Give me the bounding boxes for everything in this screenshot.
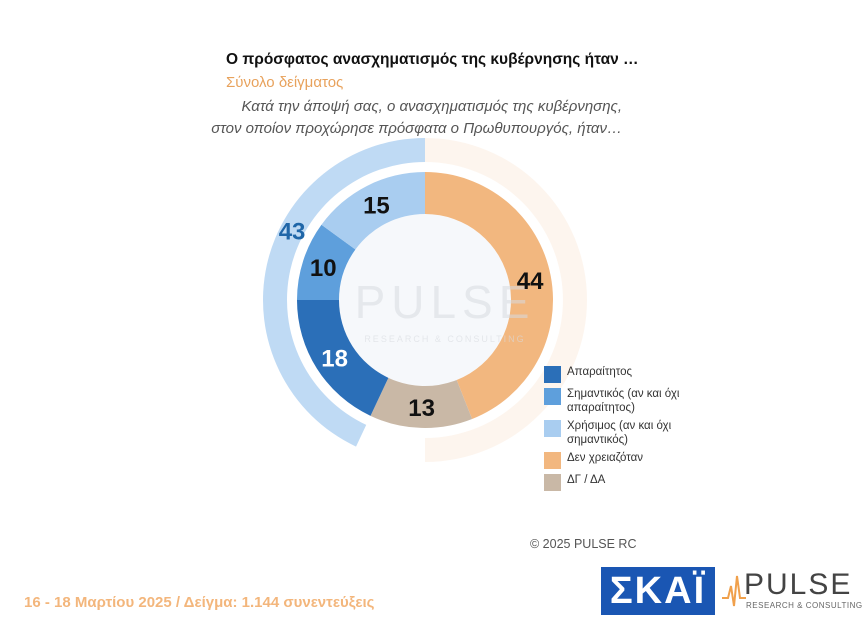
data-label-necessary: 18: [321, 345, 348, 372]
pulse-logo-word: PULSE: [744, 568, 853, 601]
donut-hole: [339, 214, 511, 386]
slice-not-needed: [425, 172, 553, 420]
pulse-wave-icon: [722, 575, 746, 607]
slice-important: [297, 224, 356, 300]
legend-swatch-useful: [544, 420, 561, 437]
chart-subtitle: Σύνολο δείγματος: [226, 74, 344, 91]
legend-item-not-needed: Δεν χρειαζόταν: [544, 451, 687, 469]
slice-necessary: [297, 300, 389, 416]
slice-useful: [321, 172, 425, 250]
data-label-not-needed: 44: [517, 268, 544, 295]
legend-swatch-necessary: [544, 366, 561, 383]
pulse-logo: PULSE RESEARCH & CONSULTING: [722, 568, 862, 614]
legend-label-dk-na: ΔΓ / ΔΑ: [567, 474, 606, 486]
chart-title: Ο πρόσφατος ανασχηματισμός της κυβέρνηση…: [226, 51, 639, 68]
skai-logo: ΣΚΑΪ: [601, 567, 715, 615]
question-line-1: Κατά την άποψή σας, ο ανασχηματισμός της…: [241, 98, 622, 115]
legend-item-necessary: Απαραίτητος: [544, 365, 687, 383]
legend-swatch-important: [544, 388, 561, 405]
survey-question: Κατά την άποψή σας, ο ανασχηματισμός της…: [170, 96, 622, 140]
legend-label-necessary: Απαραίτητος: [567, 366, 633, 378]
data-label-dk-na: 13: [408, 395, 435, 422]
data-label-useful: 15: [363, 193, 390, 220]
data-label-important: 10: [310, 255, 337, 282]
watermark-word: PULSE: [355, 276, 536, 328]
data-label-outer-total: 43: [279, 219, 306, 246]
legend-label-important: Σημαντικός (αν και όχι απαραίτητος): [567, 388, 680, 414]
legend-swatch-dk-na: [544, 474, 561, 491]
legend-item-dk-na: ΔΓ / ΔΑ: [544, 473, 687, 491]
outer-ring-positive: [263, 138, 425, 447]
legend-item-important: Σημαντικός (αν και όχι απαραίτητος): [544, 387, 687, 415]
copyright-notice: © 2025 PULSE RC: [530, 537, 637, 551]
slice-dk-na: [370, 377, 473, 428]
pulse-logo-tagline: RESEARCH & CONSULTING: [746, 601, 863, 610]
question-line-2: στον οποίον προχώρησε πρόσφατα ο Πρωθυπο…: [211, 120, 622, 137]
survey-footer: 16 - 18 Μαρτίου 2025 / Δείγμα: 1.144 συν…: [24, 594, 375, 611]
legend-label-useful: Χρήσιμος (αν και όχι σημαντικός): [567, 420, 672, 446]
legend-label-not-needed: Δεν χρειαζόταν: [567, 452, 643, 464]
watermark-tagline: RESEARCH & CONSULTING: [364, 334, 525, 344]
chart-legend: Απαραίτητος Σημαντικός (αν και όχι απαρα…: [544, 365, 687, 495]
legend-item-useful: Χρήσιμος (αν και όχι σημαντικός): [544, 419, 687, 447]
legend-swatch-not-needed: [544, 452, 561, 469]
